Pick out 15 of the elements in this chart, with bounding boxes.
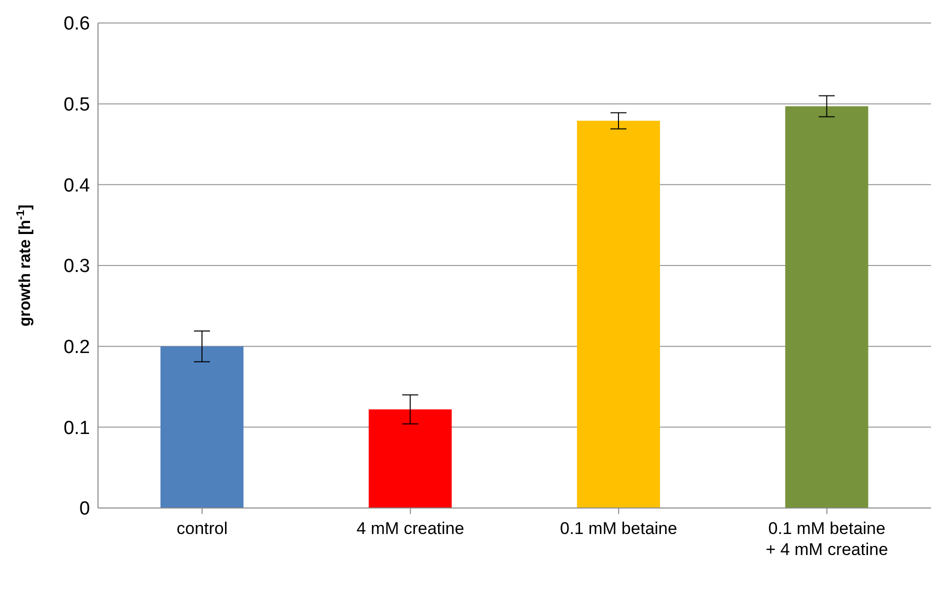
x-tick-label: 4 mM creatine (356, 519, 464, 538)
x-tick-label: 0.1 mM betaine (560, 519, 678, 538)
y-tick-label: 0.5 (64, 94, 90, 116)
y-tick-label: 0.2 (64, 337, 90, 358)
y-tick-label: 0.3 (64, 256, 90, 278)
y-tick-label: 0.4 (64, 175, 90, 196)
bar (368, 409, 452, 508)
x-tick-label: 0.1 mM betaine + 4 mM creatine (766, 519, 888, 559)
bar (785, 106, 868, 508)
bar (576, 120, 660, 508)
y-tick-label: 0.1 (64, 418, 90, 439)
y-tick-label: 0.6 (64, 14, 90, 35)
y-tick-label: 0 (79, 498, 90, 520)
bar (160, 346, 244, 508)
x-tick-label: control (176, 519, 228, 538)
